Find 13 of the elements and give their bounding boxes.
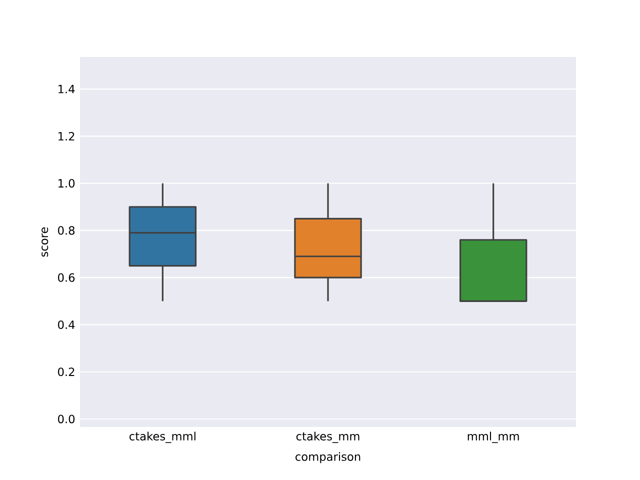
y-tick-label: 0.4 bbox=[58, 320, 75, 330]
x-tick-label: ctakes_mm bbox=[296, 432, 360, 443]
y-tick-label: 1.4 bbox=[58, 84, 75, 94]
y-axis-title: score bbox=[42, 227, 48, 257]
y-tick-label: 0.8 bbox=[58, 226, 75, 235]
y-tick-label: 1.0 bbox=[58, 179, 75, 188]
y-tick-label: 0.0 bbox=[58, 414, 75, 424]
x-tick-label: ctakes_mml bbox=[130, 432, 196, 443]
y-tick-label: 0.6 bbox=[58, 273, 75, 282]
y-tick-label: 1.2 bbox=[58, 132, 74, 140]
x-axis-title: comparison bbox=[296, 452, 360, 464]
x-tick-label: mml_mm bbox=[468, 432, 519, 443]
y-tick-label: 0.2 bbox=[58, 368, 74, 376]
